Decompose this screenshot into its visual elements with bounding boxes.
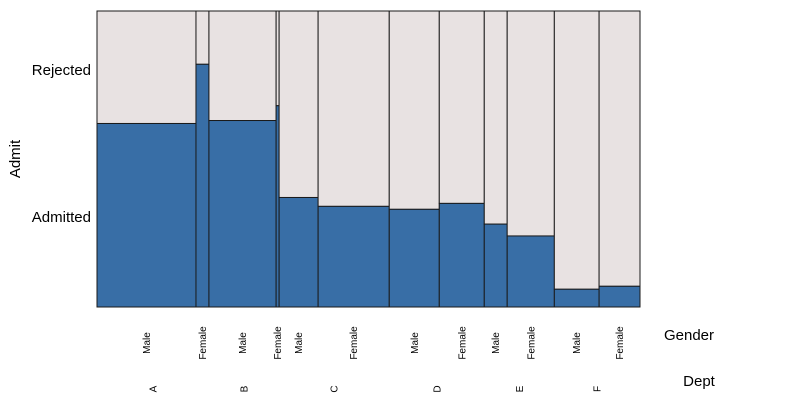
cell-F-female-admitted xyxy=(598,285,641,308)
cell-D-female-admitted xyxy=(438,202,485,308)
dept-label-E: E xyxy=(515,385,526,392)
cell-E-male-rejected xyxy=(483,10,508,225)
dept-label-C: C xyxy=(330,385,341,392)
cell-D-female-rejected xyxy=(438,10,485,204)
cell-F-male-admitted xyxy=(553,288,600,308)
gender-label-C-female: Female xyxy=(349,326,360,360)
cell-B-male-rejected xyxy=(208,10,277,122)
gender-label-A-female: Female xyxy=(198,326,209,360)
cell-C-female-rejected xyxy=(317,10,390,207)
cell-A-female-rejected xyxy=(195,10,210,65)
cell-C-female-admitted xyxy=(317,205,390,308)
cell-D-male-rejected xyxy=(388,10,440,210)
cell-A-female-admitted xyxy=(195,63,210,308)
cell-C-male-rejected xyxy=(278,10,319,198)
plot-frame xyxy=(96,10,641,308)
gender-label-E-male: Male xyxy=(491,332,502,354)
gender-label-B-female: Female xyxy=(273,326,284,360)
cell-E-female-rejected xyxy=(506,10,555,237)
cell-D-male-admitted xyxy=(388,208,440,308)
cell-E-female-admitted xyxy=(506,235,555,308)
cells-layer xyxy=(96,10,641,308)
cell-F-male-rejected xyxy=(553,10,600,290)
gender-label-C-male: Male xyxy=(294,332,305,354)
dept-label-F: F xyxy=(593,386,604,392)
gender-label-F-male: Male xyxy=(572,332,583,354)
cell-A-male-admitted xyxy=(96,122,197,308)
gender-label-B-male: Male xyxy=(238,332,249,354)
y-level-rejected: Rejected xyxy=(32,62,91,79)
labels-layer: Admit Rejected Admitted Gender Dept Male… xyxy=(7,62,716,393)
cell-A-male-rejected xyxy=(96,10,197,124)
gender-label-F-female: Female xyxy=(615,326,626,360)
cell-C-male-admitted xyxy=(278,196,319,308)
cell-E-male-admitted xyxy=(483,223,508,308)
dept-label-B: B xyxy=(240,385,251,392)
gender-label-A-male: Male xyxy=(142,332,153,354)
dept-label-D: D xyxy=(432,385,443,392)
gender-label-E-female: Female xyxy=(526,326,537,360)
gender-axis-title: Gender xyxy=(664,327,714,344)
gender-label-D-female: Female xyxy=(457,326,468,360)
dept-label-A: A xyxy=(148,385,159,392)
dept-axis-title: Dept xyxy=(683,373,716,390)
cell-F-female-rejected xyxy=(598,10,641,287)
y-axis-title: Admit xyxy=(7,139,24,178)
gender-label-D-male: Male xyxy=(410,332,421,354)
y-level-admitted: Admitted xyxy=(32,209,91,226)
cell-B-male-admitted xyxy=(208,120,277,308)
